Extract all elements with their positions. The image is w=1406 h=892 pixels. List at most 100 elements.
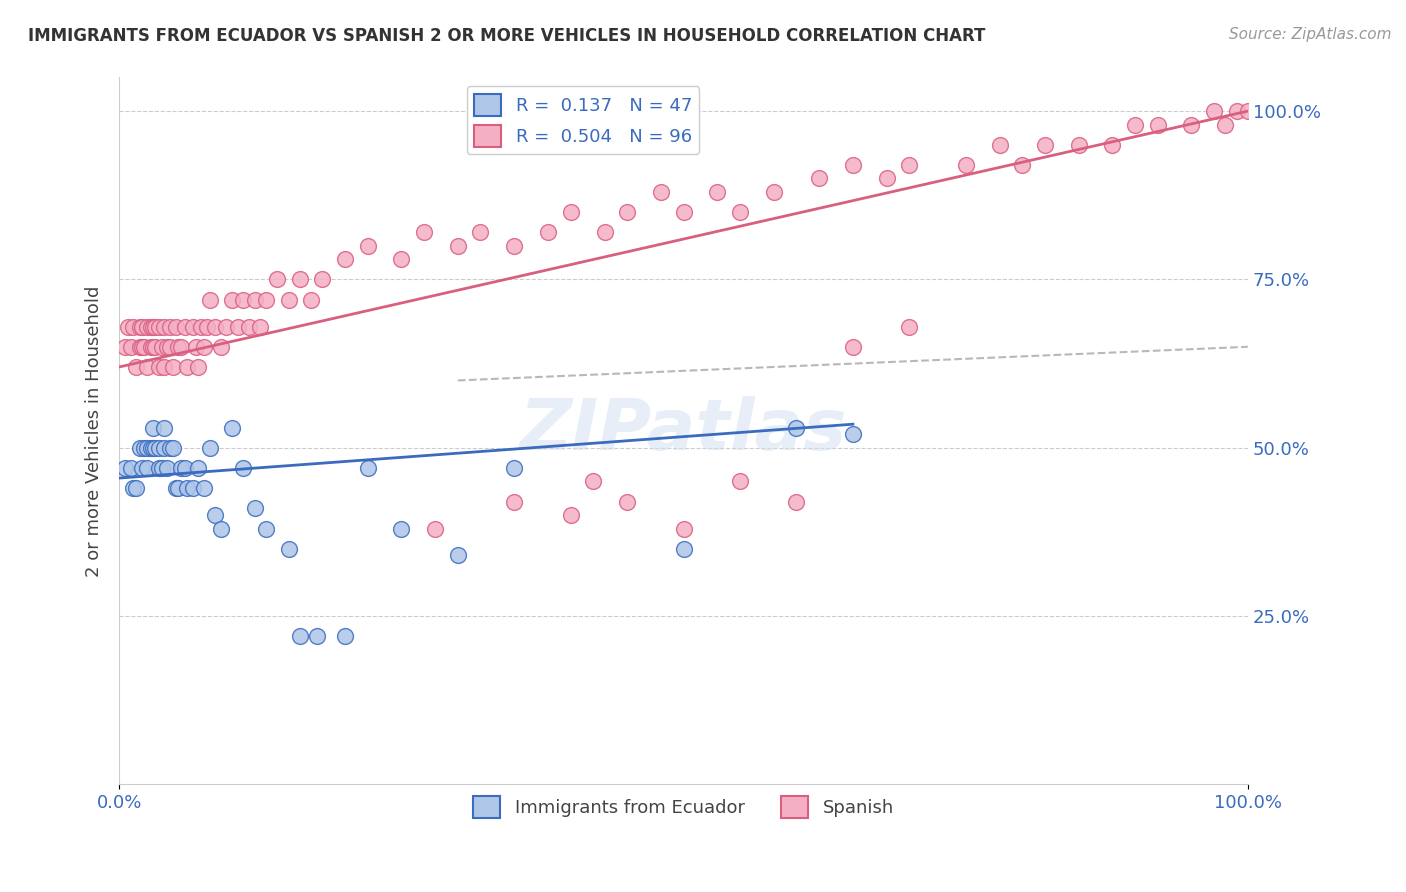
Point — [1101, 137, 1123, 152]
Point — [232, 461, 254, 475]
Text: Source: ZipAtlas.com: Source: ZipAtlas.com — [1229, 27, 1392, 42]
Point — [148, 319, 170, 334]
Point — [121, 481, 143, 495]
Point — [706, 185, 728, 199]
Point — [1011, 158, 1033, 172]
Point — [215, 319, 238, 334]
Point — [121, 319, 143, 334]
Point — [254, 522, 277, 536]
Point — [114, 461, 136, 475]
Point — [184, 340, 207, 354]
Point — [988, 137, 1011, 152]
Point — [132, 340, 155, 354]
Point — [190, 319, 212, 334]
Point — [128, 441, 150, 455]
Point — [131, 461, 153, 475]
Text: ZIPatlas: ZIPatlas — [520, 396, 848, 466]
Point — [503, 494, 526, 508]
Point — [156, 461, 179, 475]
Point — [132, 441, 155, 455]
Point — [672, 522, 695, 536]
Point — [537, 225, 560, 239]
Point — [503, 461, 526, 475]
Point — [842, 427, 865, 442]
Point — [1067, 137, 1090, 152]
Point — [153, 359, 176, 374]
Point — [955, 158, 977, 172]
Point — [131, 319, 153, 334]
Point — [187, 359, 209, 374]
Point — [198, 441, 221, 455]
Point — [447, 549, 470, 563]
Point — [128, 340, 150, 354]
Point — [142, 420, 165, 434]
Point — [173, 319, 195, 334]
Point — [1202, 104, 1225, 119]
Point — [167, 340, 190, 354]
Point — [728, 205, 751, 219]
Point — [728, 475, 751, 489]
Point — [193, 481, 215, 495]
Point — [128, 319, 150, 334]
Point — [560, 508, 582, 522]
Point — [198, 293, 221, 307]
Point — [333, 629, 356, 643]
Point — [277, 541, 299, 556]
Point — [1146, 118, 1168, 132]
Point — [120, 340, 142, 354]
Point — [356, 239, 378, 253]
Point — [616, 494, 638, 508]
Point — [209, 522, 232, 536]
Point — [187, 461, 209, 475]
Point — [195, 319, 218, 334]
Point — [173, 461, 195, 475]
Point — [136, 319, 159, 334]
Point — [425, 522, 447, 536]
Point — [221, 420, 243, 434]
Point — [898, 158, 921, 172]
Point — [238, 319, 260, 334]
Point — [142, 340, 165, 354]
Point — [560, 205, 582, 219]
Point — [165, 319, 187, 334]
Point — [120, 461, 142, 475]
Point — [139, 319, 162, 334]
Point — [148, 461, 170, 475]
Point — [125, 481, 148, 495]
Point — [204, 319, 226, 334]
Point — [176, 359, 198, 374]
Point — [148, 441, 170, 455]
Point — [117, 319, 139, 334]
Legend: Immigrants from Ecuador, Spanish: Immigrants from Ecuador, Spanish — [467, 789, 901, 825]
Point — [136, 441, 159, 455]
Point — [333, 252, 356, 267]
Point — [204, 508, 226, 522]
Point — [447, 239, 470, 253]
Point — [1123, 118, 1146, 132]
Point — [650, 185, 672, 199]
Point — [1033, 137, 1056, 152]
Point — [125, 359, 148, 374]
Point — [898, 319, 921, 334]
Point — [136, 359, 159, 374]
Point — [221, 293, 243, 307]
Point — [167, 481, 190, 495]
Point — [842, 340, 865, 354]
Point — [145, 340, 167, 354]
Point — [156, 340, 179, 354]
Point — [170, 461, 193, 475]
Point — [170, 340, 193, 354]
Point — [142, 441, 165, 455]
Point — [226, 319, 249, 334]
Point — [159, 441, 181, 455]
Point — [593, 225, 616, 239]
Point — [159, 319, 181, 334]
Point — [413, 225, 436, 239]
Point — [762, 185, 785, 199]
Point — [1180, 118, 1202, 132]
Point — [181, 481, 204, 495]
Point — [249, 319, 271, 334]
Point — [153, 420, 176, 434]
Point — [785, 420, 807, 434]
Point — [209, 340, 232, 354]
